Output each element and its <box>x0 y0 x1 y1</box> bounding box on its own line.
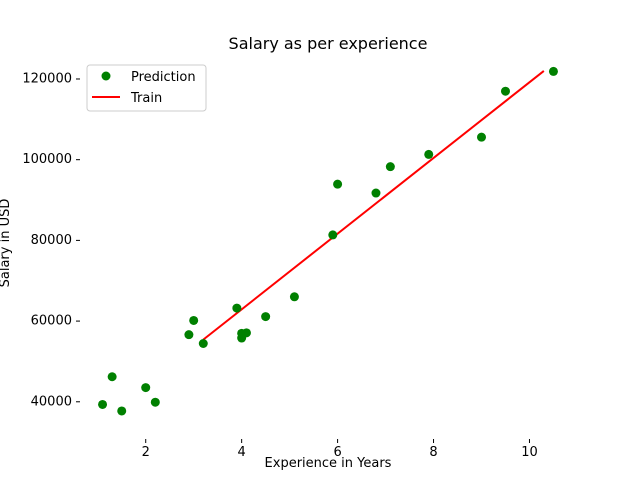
train-line <box>202 70 545 341</box>
legend-label-prediction: Prediction <box>131 70 196 85</box>
y-tick-label: 40000 <box>31 394 72 409</box>
prediction-point <box>189 315 199 325</box>
x-axis-label: Experience in Years <box>265 456 392 471</box>
y-tick-label: 60000 <box>31 314 72 329</box>
prediction-point <box>150 397 160 407</box>
x-tick-label: 6 <box>333 445 341 460</box>
legend-box <box>86 64 207 112</box>
prediction-point <box>371 188 381 198</box>
x-tick-label: 10 <box>521 445 538 460</box>
y-tick-label: 120000 <box>22 71 72 86</box>
prediction-point <box>385 162 395 172</box>
y-tick-label: 80000 <box>31 233 72 248</box>
prediction-point <box>548 66 558 76</box>
prediction-point <box>198 339 208 349</box>
prediction-point <box>500 86 510 96</box>
legend: Prediction Train <box>86 64 207 112</box>
train-line-layer <box>202 70 545 341</box>
prediction-point <box>328 230 338 240</box>
prediction-point <box>261 312 271 322</box>
prediction-point <box>424 149 434 159</box>
y-tick-label: 100000 <box>22 152 72 167</box>
prediction-point <box>98 399 108 409</box>
x-tick-label: 2 <box>142 445 150 460</box>
prediction-points <box>98 66 558 416</box>
prediction-point <box>241 328 251 338</box>
prediction-point <box>117 406 127 416</box>
prediction-point <box>333 179 343 189</box>
prediction-point <box>184 330 194 340</box>
prediction-point <box>141 383 151 393</box>
prediction-point <box>232 303 242 313</box>
x-tick-label: 8 <box>429 445 437 460</box>
y-axis-label: Salary in USD <box>0 199 13 288</box>
prediction-point <box>289 292 299 302</box>
legend-marker-prediction <box>101 71 111 81</box>
x-tick-label: 4 <box>238 445 246 460</box>
legend-label-train: Train <box>130 91 162 106</box>
chart-title: Salary as per experience <box>229 34 428 53</box>
axis-ticks: 2 4 6 8 10 40000 60000 80000 100000 120000 <box>22 71 537 459</box>
prediction-point <box>477 132 487 142</box>
prediction-point <box>107 372 117 382</box>
